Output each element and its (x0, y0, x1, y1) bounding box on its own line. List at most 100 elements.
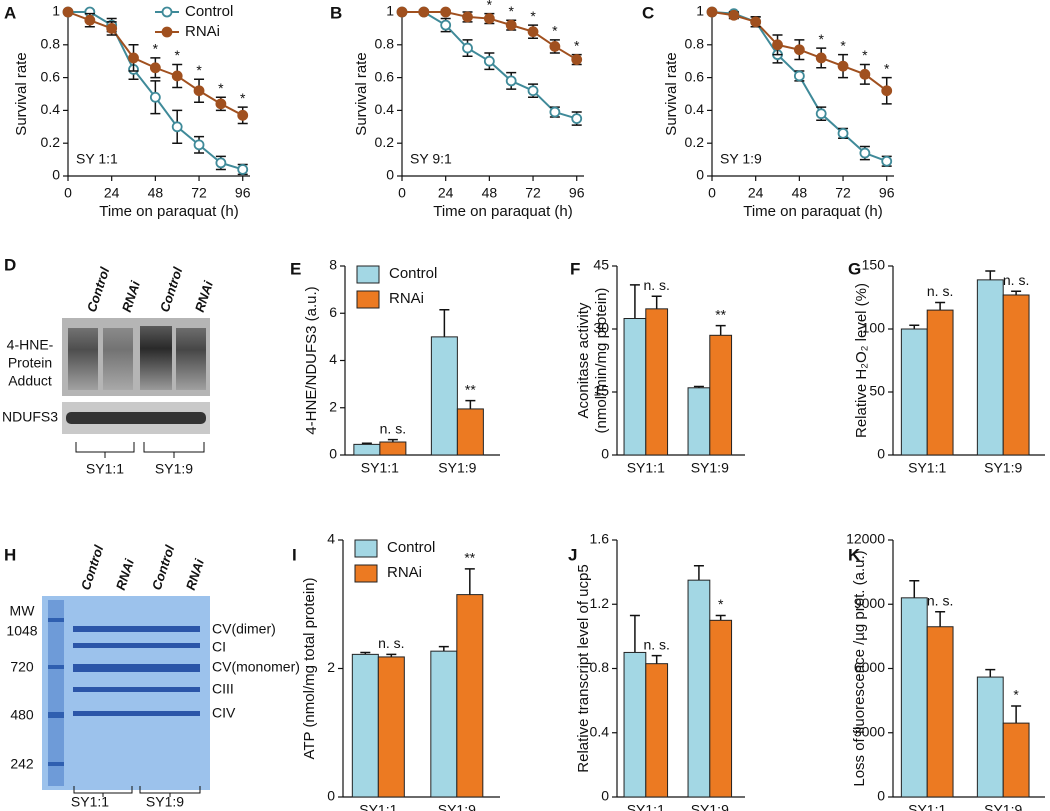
panel-label: C (642, 3, 654, 22)
data-point (815, 108, 827, 120)
ladder-bands (48, 618, 64, 766)
legend-label: RNAi (387, 564, 422, 581)
y-tick-label: 0.6 (41, 68, 61, 84)
y-axis-label: Survival rate (663, 52, 680, 135)
data-point (462, 11, 473, 23)
blot-band (140, 326, 172, 390)
error-bar (715, 614, 726, 621)
x-tick-label: 48 (148, 185, 164, 201)
y-tick-label: 2 (329, 398, 337, 414)
data-point (462, 42, 473, 54)
error-bar (439, 308, 450, 337)
data-point (793, 44, 805, 56)
x-tick-label: 0 (708, 185, 716, 201)
ladder-band (48, 665, 64, 669)
data-point (837, 60, 849, 72)
error-bar (464, 568, 475, 595)
y-tick-label: 12000 (846, 531, 885, 547)
error-bar (651, 295, 662, 309)
y-tick-label: 50 (869, 383, 885, 399)
x-tick-label: 96 (235, 185, 251, 201)
blot-band (103, 328, 133, 390)
y-tick-label: 0.8 (590, 659, 610, 675)
data-point (549, 106, 561, 118)
ladder-band (48, 762, 64, 766)
data-point (396, 6, 408, 18)
significance-label: n. s. (927, 592, 953, 608)
data-point (815, 52, 827, 64)
data-point (728, 9, 740, 21)
y-tick-label: 0 (696, 167, 704, 183)
complex-label: CI (212, 639, 226, 655)
y-tick-label: 2 (327, 659, 335, 675)
data-point (418, 6, 430, 18)
significance-label: ** (715, 306, 726, 322)
group-bracket (73, 786, 201, 797)
panel-label: G (848, 259, 861, 278)
data-point (193, 139, 205, 151)
error-bar (985, 668, 996, 678)
data-point (881, 155, 893, 167)
group-label: SY1:9 (155, 461, 193, 477)
significance-label: * (530, 8, 536, 24)
legend-swatch (354, 564, 378, 583)
complex-label: CV(dimer) (212, 621, 276, 637)
bar (379, 441, 407, 456)
mw-title: MW (10, 603, 36, 619)
y-axis-label: (nmol/min/mg protein) (593, 288, 610, 434)
legend-label: Control (185, 3, 233, 20)
y-tick-label: 0.8 (685, 36, 705, 52)
data-point (237, 109, 249, 121)
significance-label: * (196, 62, 202, 78)
bar (900, 597, 928, 798)
ladder-lane (48, 600, 64, 786)
lane-label: Control (157, 265, 186, 314)
data-point (837, 127, 849, 139)
bar (687, 387, 711, 456)
y-tick-label: 4 (329, 351, 337, 367)
data-point (215, 98, 227, 110)
lane-label: RNAi (113, 557, 137, 592)
x-tick-label: 48 (792, 185, 808, 201)
y-tick-label: 6000 (854, 659, 885, 675)
significance-label: * (1013, 687, 1019, 703)
bar (456, 594, 484, 798)
y-tick-label: 4 (327, 531, 335, 547)
data-point (171, 70, 183, 82)
error-bar (1011, 290, 1022, 295)
y-tick-label: 0.2 (375, 134, 395, 150)
x-tick-label: SY1:9 (691, 802, 729, 811)
bar (976, 676, 1004, 798)
bar (351, 653, 379, 798)
data-point (171, 121, 183, 133)
significance-label: * (862, 47, 868, 63)
bar (377, 656, 405, 798)
x-axis-label: Time on paraquat (h) (433, 203, 573, 220)
x-tick-label: SY1:9 (984, 460, 1022, 476)
x-tick-label: SY1:9 (984, 802, 1022, 811)
significance-label: n. s. (380, 420, 406, 436)
data-point (149, 62, 161, 74)
data-point (62, 6, 74, 18)
bar (353, 443, 381, 456)
complex-label: CV(monomer) (212, 659, 300, 675)
panel-label: E (290, 259, 301, 278)
data-point (106, 22, 118, 34)
significance-label: n. s. (378, 635, 404, 651)
error-bar (935, 301, 946, 311)
mw-label: 242 (10, 756, 34, 772)
lane-label: RNAi (183, 557, 207, 592)
gel-band (73, 664, 200, 672)
data-point (571, 54, 583, 65)
significance-label: * (508, 3, 514, 19)
error-bar (465, 399, 476, 409)
y-tick-label: 1.6 (590, 531, 610, 547)
data-point (549, 41, 561, 52)
western-blot: D Control RNAi Control RNAi 4-HNE- Prote… (2, 255, 216, 476)
error-bar (715, 324, 726, 336)
x-tick-label: 72 (835, 185, 851, 201)
bar (926, 309, 954, 456)
legend-label: Control (389, 265, 437, 282)
data-point (483, 55, 495, 67)
